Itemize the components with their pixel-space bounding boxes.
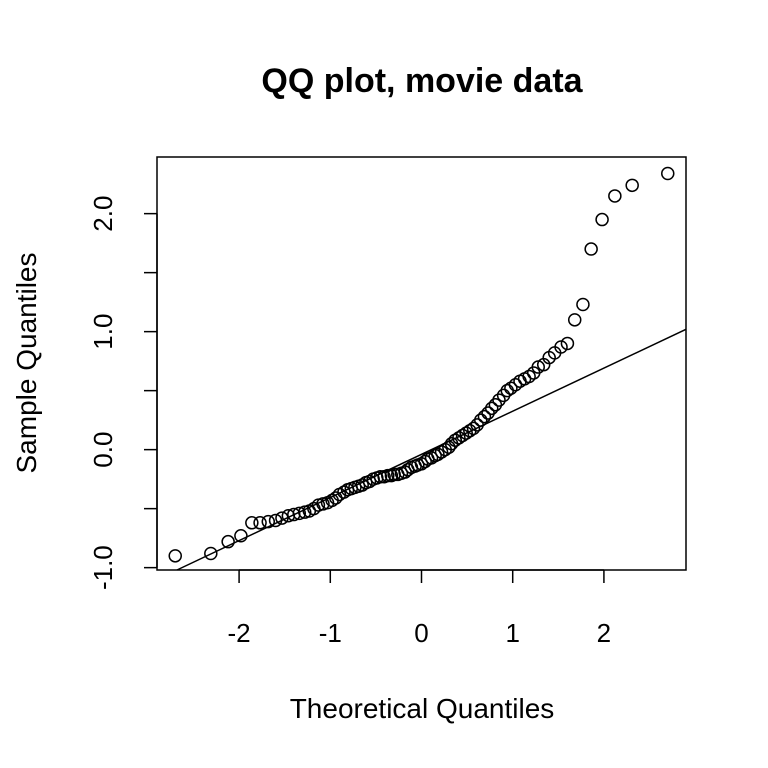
y-axis: -1.0 0.0 1.0 2.0 xyxy=(88,196,158,590)
data-point xyxy=(455,428,470,443)
data-point xyxy=(567,313,582,327)
data-point xyxy=(204,546,218,561)
x-tick-label: 2 xyxy=(597,618,611,648)
data-point xyxy=(362,474,377,489)
x-axis-label: Theoretical Quantiles xyxy=(290,693,555,724)
data-point xyxy=(337,485,351,499)
data-point xyxy=(474,413,488,427)
y-axis-label: Sample Quantiles xyxy=(11,252,42,473)
data-point xyxy=(584,242,598,256)
x-tick-label: 0 xyxy=(414,618,428,648)
data-point xyxy=(355,478,369,492)
x-tick-label: -1 xyxy=(319,618,342,648)
x-tick-label: 1 xyxy=(505,618,519,648)
data-point xyxy=(661,166,675,181)
data-point xyxy=(424,451,439,465)
data-point xyxy=(292,506,307,521)
data-point xyxy=(373,470,388,484)
data-point xyxy=(608,189,622,203)
data-point xyxy=(484,401,499,416)
y-tick-label: 0.0 xyxy=(88,432,118,468)
data-point xyxy=(268,513,283,528)
y-tick-label: -1.0 xyxy=(88,545,118,590)
y-tick-label: 1.0 xyxy=(88,314,118,350)
data-point xyxy=(452,431,466,445)
data-point xyxy=(466,421,481,436)
data-point xyxy=(253,516,267,530)
data-point xyxy=(459,426,473,440)
data-point xyxy=(522,369,536,384)
data-point xyxy=(504,381,518,396)
data-point xyxy=(431,447,445,462)
plot-frame xyxy=(156,156,687,571)
data-point xyxy=(221,534,235,549)
points-layer xyxy=(168,166,687,571)
data-point xyxy=(477,409,492,424)
data-point xyxy=(381,468,395,483)
y-tick-label: 2.0 xyxy=(88,196,118,232)
data-point xyxy=(418,454,432,469)
data-point xyxy=(234,529,248,543)
data-point xyxy=(595,212,609,227)
data-point xyxy=(448,433,462,447)
data-point xyxy=(554,340,568,354)
data-point xyxy=(245,516,259,530)
data-point xyxy=(275,511,289,525)
x-axis: -2 -1 0 1 2 xyxy=(228,569,611,648)
x-tick-label: -2 xyxy=(228,618,251,648)
data-point xyxy=(168,549,182,563)
data-point xyxy=(492,393,506,407)
reference-line xyxy=(176,328,687,571)
data-point xyxy=(261,514,276,529)
data-point xyxy=(560,336,575,351)
data-point xyxy=(625,178,639,193)
data-point xyxy=(434,445,449,459)
data-point xyxy=(576,297,590,312)
chart-title: QQ plot, movie data xyxy=(261,62,583,100)
